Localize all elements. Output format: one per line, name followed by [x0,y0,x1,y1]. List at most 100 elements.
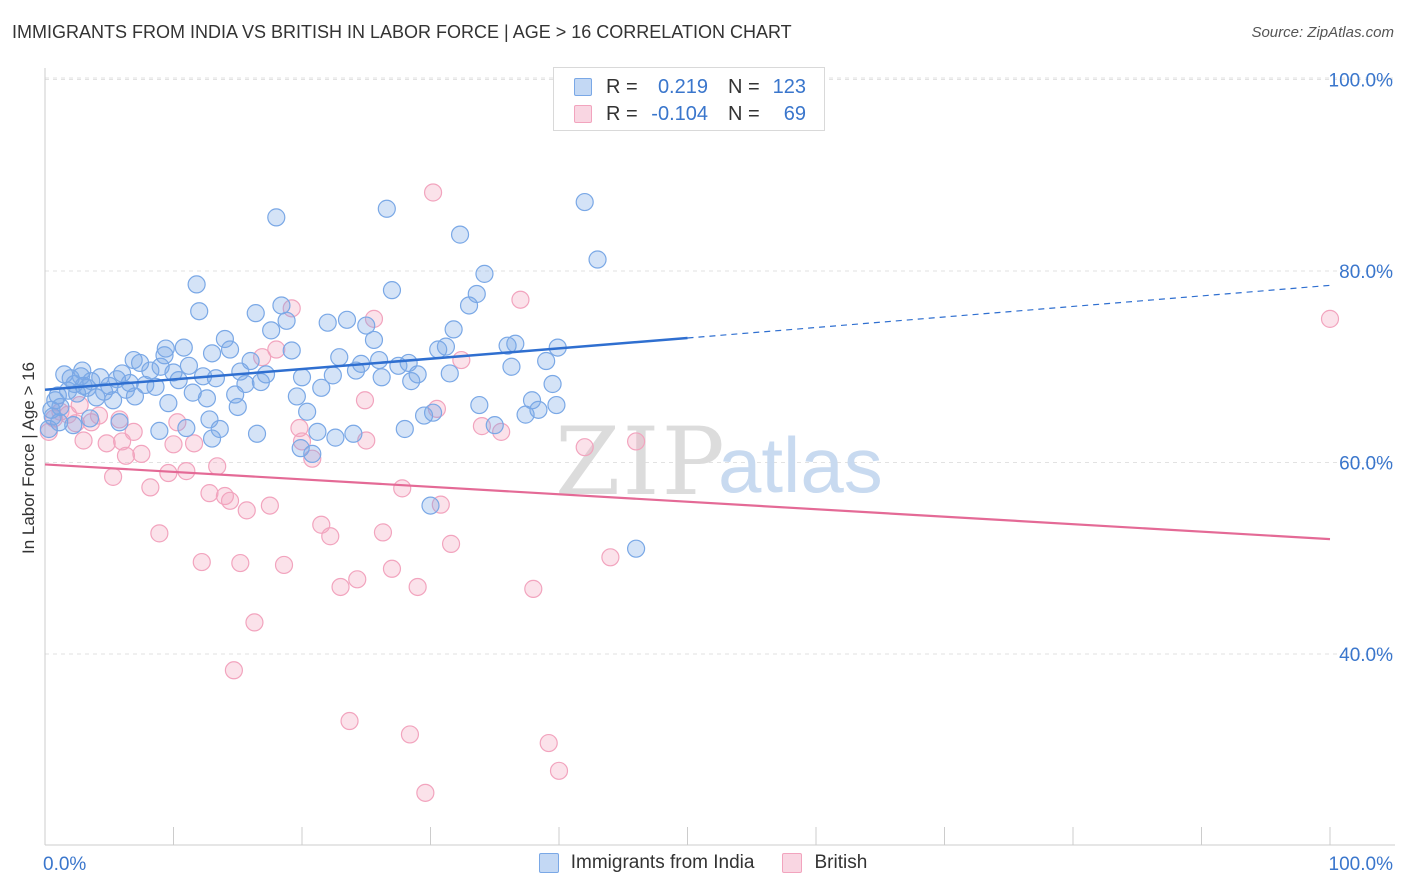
india-point [215,329,234,349]
british-point [416,783,435,802]
british-point [472,417,491,436]
india-point [256,365,276,384]
british-point [70,395,89,415]
india-point [241,351,260,371]
british-point [116,446,136,465]
british-point [373,523,393,542]
british-point [168,413,187,432]
india-point [104,391,123,410]
india-point [156,339,175,358]
british-point [355,391,375,410]
legend-row-india: R = 0.219 N = 123 [574,74,806,100]
india-point [282,341,301,360]
legend-swatch-india [574,78,592,96]
y-tick-label: 100.0% [1329,71,1394,92]
legend-swatch-british [782,853,803,873]
british-point [159,463,178,483]
india-point [330,348,349,367]
india-point [190,302,209,321]
british-point [292,432,312,451]
chart-title: IMMIGRANTS FROM INDIA VS BRITISH IN LABO… [12,22,792,42]
british-point [231,553,250,573]
british-point [400,725,420,744]
india-point [287,387,306,406]
series-immigrants-from-india [39,192,646,558]
y-tick-label: 80.0% [1339,262,1393,283]
india-point [155,346,174,365]
british-point [290,418,309,438]
india-point [272,296,291,315]
legend-label-india: Immigrants from India [570,852,755,873]
correlation-legend: R = 0.219 N = 123 R = -0.104 N = 69 [553,67,825,131]
legend-n-value: 123 [772,75,806,98]
british-point [220,491,240,510]
india-point [48,386,67,405]
british-point [237,501,256,520]
british-trend-line [44,463,1331,541]
india-point [543,374,562,394]
india-point [399,353,418,373]
india-point [444,320,463,339]
british-point [224,661,243,680]
india-point [220,340,240,359]
india-point [146,377,165,396]
british-point [200,484,219,503]
british-point [164,435,183,454]
british-point [511,290,530,309]
india-point [475,264,494,283]
british-point [575,438,594,457]
british-point [184,434,204,453]
tick-labels: 40.0% 60.0% 80.0% 100.0% 0.0% 100.0% [43,71,1393,876]
british-point [393,479,412,498]
india-point [318,313,337,332]
india-point [537,351,556,371]
axes [44,68,1395,846]
india-point [228,397,247,417]
india-point [575,192,594,212]
india-point [298,402,317,421]
india-point [174,338,193,357]
british-point [253,348,272,367]
british-point [1320,309,1340,328]
india-point [187,275,206,294]
watermark-atlas: atlas [718,421,883,509]
british-point [549,761,569,780]
india-point [291,439,310,458]
british-point [303,449,322,468]
india-point [450,225,470,244]
india-point [179,356,199,375]
british-point [104,467,123,486]
british-point [408,577,427,597]
y-tick-label: 40.0% [1339,645,1393,666]
india-point [64,416,83,435]
british-point [260,496,279,515]
india-point [202,344,222,363]
british-point [452,350,471,370]
india-point [502,357,521,376]
india-point [402,372,421,391]
british-point [192,552,211,572]
watermark-zip: ZIP [555,408,727,517]
india-point [51,397,70,417]
india-point [246,304,265,323]
legend-item-india[interactable]: Immigrants from India [538,852,755,874]
india-point [506,334,525,353]
india-point [522,391,542,410]
british-point [441,534,461,553]
india-point [357,316,376,335]
india-point [626,539,646,558]
x-tick-label: 100.0% [1329,854,1394,875]
india-point [277,311,296,330]
british-point [245,613,264,632]
british-point [382,559,402,578]
india-point [377,199,396,218]
india-point [177,418,196,438]
series-legend: Immigrants from India British [0,852,1406,874]
british-point [423,183,443,202]
legend-item-british[interactable]: British [782,852,867,874]
india-point [326,428,345,447]
india-point [440,364,459,383]
legend-swatch-india [538,853,559,873]
legend-label-british: British [814,852,868,873]
